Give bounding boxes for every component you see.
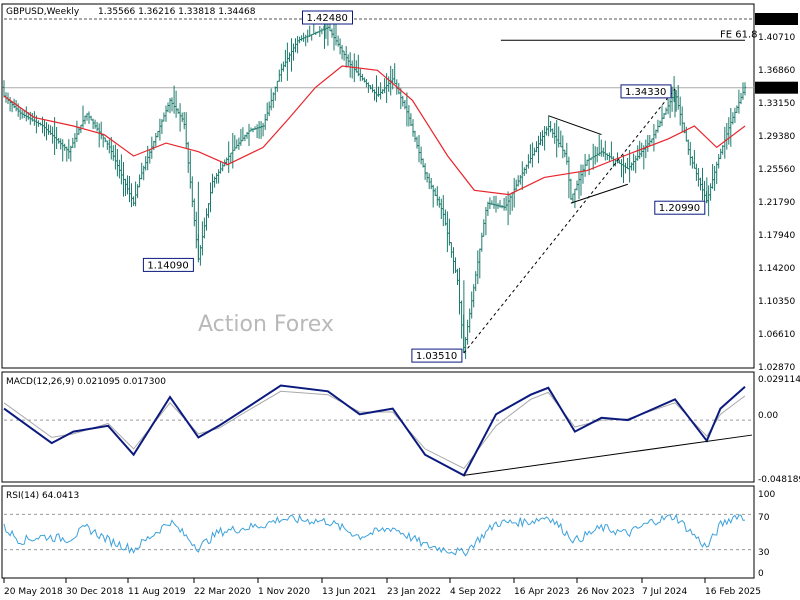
x-axis-label: 4 Sep 2022	[450, 587, 501, 597]
x-axis-label: 1 Nov 2020	[258, 587, 310, 597]
price-tick-label: 1.17940	[758, 231, 795, 241]
x-axis-label: 30 Dec 2018	[66, 587, 124, 597]
fe-61-8-label: FE 61.8	[720, 29, 758, 40]
price-tick-label: 1.02870	[758, 363, 795, 373]
last-price-tag	[755, 81, 798, 94]
price-annotation-label: 1.34330	[625, 87, 666, 98]
price-annotation-label: 1.42480	[307, 13, 348, 24]
x-axis: 20 May 2018 30 Dec 2018 11 Aug 2019 22 Mar …	[3, 578, 761, 597]
macd-panel-frame	[1, 371, 755, 483]
symbol-timeframe: GBPUSD,Weekly	[6, 7, 80, 17]
macd-tick-label: 0.00	[758, 411, 778, 421]
rsi-title: RSI(14) 64.0413	[6, 491, 79, 501]
macd-trend-line	[463, 434, 753, 476]
ohlc-readout: 1.35566 1.36216 1.33818 1.34468	[98, 7, 256, 17]
trend-line-dashed	[463, 88, 676, 354]
price-tick-label: 1.40710	[758, 33, 795, 43]
macd-line	[3, 384, 746, 477]
price-annotation-label: 1.03510	[416, 351, 457, 362]
price-y-axis: 1.42480 1.40710 1.36860 1.33150 1.29380 …	[758, 16, 795, 373]
moving-average-line	[3, 65, 746, 196]
macd-tick-label: -0.048189	[758, 475, 800, 485]
x-axis-label: 16 Apr 2023	[514, 587, 570, 597]
x-axis-label: 13 Jun 2021	[322, 587, 376, 597]
x-axis-label: 20 May 2018	[4, 587, 63, 597]
x-axis-label: 23 Jan 2022	[387, 587, 441, 597]
watermark: Action Forex	[198, 312, 334, 337]
price-tick-label: 1.25560	[758, 165, 795, 175]
rsi-line	[3, 513, 746, 557]
last-price-label: 1.34468	[758, 84, 795, 94]
macd-lines	[3, 384, 746, 477]
price-tick-label: 1.29380	[758, 132, 795, 142]
macd-tick-label: 0.029114	[758, 375, 800, 385]
triangle-lower-line	[570, 183, 629, 204]
rsi-tick-label: 100	[758, 490, 775, 500]
x-axis-label: 11 Aug 2019	[128, 587, 186, 597]
x-axis-label: 16 Feb 2025	[705, 587, 761, 597]
macd-y-axis: 0.029114 0.00 -0.048189	[758, 375, 800, 485]
x-axis-label: 26 Nov 2023	[577, 587, 635, 597]
high-price-tag	[755, 13, 798, 25]
rsi-tick-label: 0	[758, 569, 764, 579]
price-annotation-label: 1.20990	[659, 203, 700, 214]
triangle-upper-line	[548, 115, 602, 136]
price-annotation-box	[620, 84, 672, 99]
moving-average	[3, 65, 746, 196]
rsi-panel-frame	[1, 485, 755, 579]
price-tick-label: 1.14200	[758, 264, 795, 274]
price-panel-frame	[1, 3, 755, 369]
rsi-tick-label: 70	[758, 513, 770, 523]
x-axis-label: 22 Mar 2020	[194, 587, 251, 597]
price-annotation-box	[654, 200, 706, 215]
rsi-tick-label: 30	[758, 548, 770, 558]
price-tick-label: 1.36860	[758, 66, 795, 76]
rsi-line	[3, 513, 746, 557]
trend-lines	[463, 39, 753, 476]
price-tick-label: 1.33150	[758, 99, 795, 109]
x-axis-label: 7 Jul 2024	[642, 587, 687, 597]
price-annotation-box	[302, 10, 353, 25]
rsi-y-axis: 100 70 30 0	[758, 490, 775, 579]
macd-title: MACD(12,26,9) 0.021095 0.017300	[6, 377, 166, 387]
price-annotation-box	[142, 257, 194, 272]
high-price-label: 1.42480	[758, 16, 795, 26]
macd-signal-line	[3, 390, 746, 470]
price-tick-label: 1.10350	[758, 297, 795, 307]
price-tick-label: 1.21790	[758, 198, 795, 208]
price-annotations: 1.42480 1.14090 1.03510 1.34330 1.20990 FE 61…	[142, 10, 798, 363]
price-annotation-box	[411, 348, 463, 363]
price-annotation-label: 1.14090	[147, 260, 188, 271]
price-tick-label: 1.06610	[758, 330, 795, 340]
